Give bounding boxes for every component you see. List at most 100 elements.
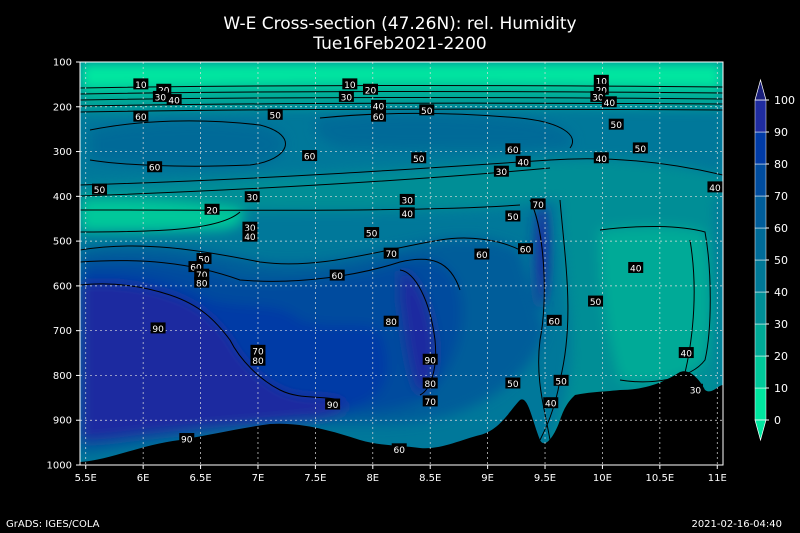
colorbar-segment: [754, 163, 767, 197]
layer-40-band: [80, 158, 723, 212]
contour-label: 50: [198, 256, 210, 266]
colorbar-segment: [754, 323, 767, 357]
contour-label-bg: [342, 78, 358, 90]
colorbar-segment: [754, 291, 767, 325]
colorbar-top-arrow: [754, 78, 767, 101]
colorbar-label: 40: [774, 286, 788, 299]
contour-label-bg: [505, 377, 521, 389]
contour-label: 60: [373, 113, 385, 123]
contour-label-bg: [383, 247, 399, 259]
colorbar-label: 50: [774, 254, 788, 267]
layer-30-east: [600, 226, 711, 382]
terrain: [80, 371, 723, 465]
contour-label-bg: [593, 152, 609, 164]
contour-label: 50: [507, 380, 519, 390]
colorbar-label: 20: [774, 350, 788, 363]
x-tick-label: 11E: [708, 473, 727, 484]
y-tick-label: 900: [53, 416, 72, 427]
y-tick-label: 100: [53, 58, 72, 69]
x-tick-label: 9.5E: [534, 473, 556, 484]
x-tick-label: 10E: [593, 473, 612, 484]
x-tick-label: 9E: [481, 473, 494, 484]
contour-label: 40: [604, 99, 616, 109]
contour-label: 30: [402, 196, 414, 206]
contour-label-bg: [179, 433, 195, 445]
contour-label-bg: [383, 315, 399, 327]
contour-label-bg: [152, 90, 168, 102]
contour-label-bg: [133, 78, 149, 90]
contour-label: 70: [532, 201, 544, 211]
contour-label: 30: [690, 386, 702, 396]
contour-label-bg: [325, 398, 341, 410]
layer-60-upper: [90, 120, 286, 167]
contour-label: 10: [135, 81, 147, 91]
contour-label: 50: [635, 145, 647, 155]
contour-label: 50: [421, 107, 433, 117]
contour-label-bg: [543, 397, 559, 409]
contour-label-bg: [422, 353, 438, 365]
contour-label-bg: [194, 276, 210, 288]
contour-label: 70: [196, 271, 208, 281]
contour-label: 60: [507, 146, 519, 156]
contour-label-bg: [419, 104, 435, 116]
contour-label-bg: [364, 227, 380, 239]
contour-label: 60: [520, 246, 532, 256]
contour-label: 60: [393, 446, 405, 456]
contour-label-bg: [329, 269, 345, 281]
colorbar-label: 60: [774, 222, 788, 235]
contour-label-bg: [590, 90, 606, 102]
contour-label-bg: [687, 383, 703, 395]
contour-label-bg: [399, 207, 415, 219]
colorbar-label: 10: [774, 382, 788, 395]
contour-label: 40: [545, 400, 557, 410]
contour-label-bg: [302, 150, 318, 162]
contour-label-bg: [399, 193, 415, 205]
contour-label: 90: [181, 436, 193, 446]
contour-label-bg: [371, 110, 387, 122]
contour-label-bg: [194, 268, 210, 280]
contour-label: 80: [424, 380, 436, 390]
contour-label: 90: [327, 401, 339, 411]
contour-label: 80: [252, 357, 264, 367]
contour-label: 30: [247, 194, 259, 204]
contour-label-bg: [608, 118, 624, 130]
contour-label-bg: [147, 161, 163, 173]
contour-label: 50: [507, 213, 519, 223]
contour-label: 60: [135, 113, 147, 123]
contour-label-bg: [188, 261, 204, 273]
x-tick-label: 7.5E: [304, 473, 326, 484]
contour-label: 60: [548, 317, 560, 327]
contour-label-bg: [204, 203, 220, 215]
contour-label-bg: [242, 230, 258, 242]
contour-label-bg: [593, 74, 609, 86]
contour-label: 40: [244, 233, 256, 243]
contour-label-bg: [242, 221, 258, 233]
contour-label: 40: [596, 155, 608, 165]
colorbar-segment: [754, 131, 767, 165]
x-tick-label: 7E: [252, 473, 265, 484]
contour-label-bg: [505, 210, 521, 222]
contour-label: 30: [244, 224, 256, 234]
contour-label: 70: [424, 398, 436, 408]
contour-label: 20: [206, 206, 218, 216]
y-tick-label: 400: [53, 192, 72, 203]
contour-label: 40: [168, 97, 180, 107]
contour-label-bg: [150, 322, 166, 334]
contour-label-bg: [92, 183, 108, 195]
contour-label: 50: [94, 186, 106, 196]
contour-label: 90: [424, 356, 436, 366]
footer-timestamp: 2021-02-16-04:40: [691, 519, 782, 530]
contour-label-bg: [196, 253, 212, 265]
layer-20-band: [80, 199, 244, 232]
contour-label: 30: [341, 93, 353, 103]
chart-title: W-E Cross-section (47.26N): rel. Humidit…: [223, 14, 577, 34]
contour-label: 80: [385, 318, 397, 328]
contour-label-bg: [601, 96, 617, 108]
y-tick-label: 1000: [47, 461, 72, 472]
contour-label: 60: [304, 153, 316, 163]
contour-label-bg: [628, 261, 644, 273]
y-tick-label: 300: [53, 147, 72, 158]
contour-label: 70: [252, 347, 264, 357]
contour-label: 50: [269, 111, 281, 121]
contour-label-bg: [133, 110, 149, 122]
